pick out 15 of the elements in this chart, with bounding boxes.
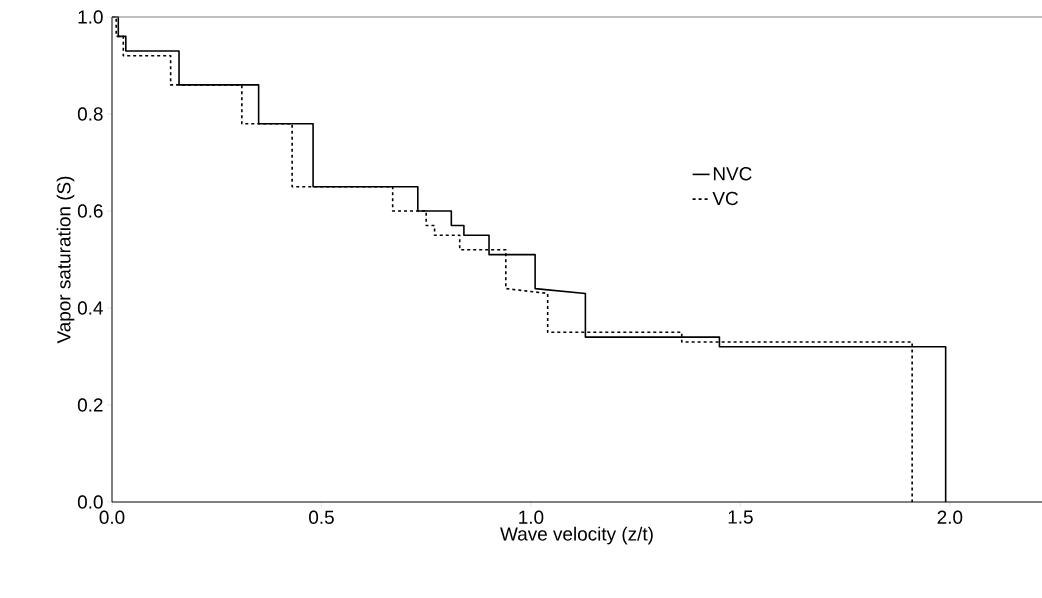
legend-label: VC [712, 191, 738, 206]
y-tick-label: 0.8 [77, 107, 103, 121]
y-tick-label: 0.0 [77, 495, 103, 509]
y-tick-label: 0.6 [77, 204, 103, 218]
x-tick-label: 0.5 [309, 510, 334, 524]
x-axis-title: Wave velocity (z/t) [500, 526, 653, 545]
x-tick-label: 1.5 [728, 510, 753, 524]
x-tick-label: 1.0 [519, 510, 544, 524]
legend-label: NVC [713, 167, 752, 181]
y-tick-label: 0.4 [77, 301, 103, 315]
y-tick-label: 0.2 [77, 398, 103, 412]
y-axis-title: Vapor saturation (S) [56, 176, 75, 344]
x-tick-label: 0.0 [99, 510, 125, 524]
x-tick-label: 2.0 [937, 510, 963, 524]
y-tick-label: 1.0 [78, 10, 103, 24]
